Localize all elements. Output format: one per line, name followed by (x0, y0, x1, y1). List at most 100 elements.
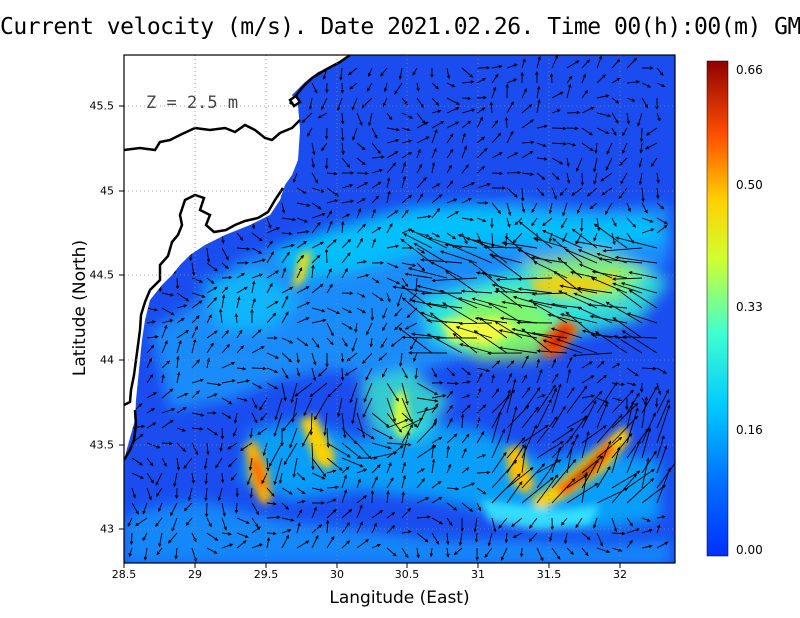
velocity-arrow (416, 468, 425, 474)
velocity-arrow (616, 288, 643, 309)
velocity-arrowhead (285, 295, 289, 300)
velocity-arrowhead (412, 71, 416, 76)
velocity-arrowhead (543, 157, 548, 161)
velocity-arrowhead (282, 427, 286, 432)
velocity-arrow (596, 532, 603, 546)
velocity-arrow (551, 359, 556, 369)
velocity-arrowhead (584, 415, 589, 419)
velocity-arrow (386, 277, 400, 285)
velocity-arrow (656, 446, 667, 474)
velocity-arrowhead (326, 444, 330, 449)
velocity-arrowhead (453, 198, 458, 202)
velocity-arrowhead (482, 271, 487, 276)
velocity-arrowhead (166, 360, 171, 365)
velocity-arrow (521, 407, 539, 429)
velocity-arrowhead (361, 434, 366, 439)
velocity-arrowhead (243, 398, 248, 402)
velocity-arrowhead (483, 147, 488, 152)
velocity-arrow (326, 322, 334, 336)
velocity-arrowhead (196, 359, 200, 364)
velocity-arrow (611, 112, 619, 124)
velocity-arrow (307, 127, 313, 137)
velocity-arrow (461, 405, 471, 414)
velocity-arrowhead (510, 360, 515, 365)
velocity-arrow (551, 142, 566, 145)
velocity-arrow (401, 127, 410, 131)
velocity-arrowhead (462, 132, 466, 137)
velocity-arrow (656, 67, 664, 76)
velocity-arrowhead (217, 382, 222, 387)
velocity-arrowhead (344, 268, 348, 272)
velocity-arrow (596, 441, 611, 474)
velocity-arrow (446, 446, 449, 459)
velocity-arrowhead (365, 171, 370, 176)
velocity-arrowhead (392, 552, 397, 557)
velocity-arrowhead (585, 552, 589, 557)
velocity-arrowhead (138, 403, 143, 407)
velocity-arrowhead (394, 265, 399, 269)
velocity-arrow (626, 217, 636, 228)
velocity-arrowhead (468, 259, 472, 264)
velocity-arrow (386, 139, 399, 144)
velocity-arrowhead (167, 539, 172, 544)
velocity-arrow (656, 382, 661, 395)
velocity-arrow (176, 393, 188, 399)
velocity-arrow (446, 517, 453, 526)
velocity-arrowhead (576, 110, 581, 115)
velocity-arrow (221, 262, 229, 269)
velocity-arrow (155, 472, 163, 486)
velocity-arrowhead (315, 344, 320, 349)
velocity-arrowhead (548, 398, 552, 403)
velocity-arrowhead (482, 77, 487, 82)
velocity-arrowhead (525, 405, 530, 409)
velocity-arrowhead (624, 488, 629, 492)
velocity-arrowhead (321, 147, 325, 152)
velocity-arrow (206, 532, 218, 541)
velocity-arrowhead (402, 161, 407, 166)
velocity-arrow (551, 547, 561, 560)
velocity-arrow (536, 187, 545, 196)
velocity-arrow (521, 151, 533, 159)
velocity-arrow (266, 352, 279, 359)
velocity-arrowhead (414, 288, 418, 293)
velocity-arrowhead (427, 515, 432, 519)
velocity-arrowhead (464, 240, 468, 245)
velocity-arrow (611, 433, 633, 459)
velocity-arrowhead (379, 168, 384, 173)
velocity-arrow (536, 157, 547, 160)
velocity-arrow (341, 466, 350, 474)
velocity-arrow (626, 469, 655, 489)
velocity-arrowhead (204, 497, 208, 502)
velocity-arrowhead (571, 192, 576, 196)
velocity-arrowhead (227, 446, 232, 450)
velocity-arrowhead (611, 277, 616, 281)
velocity-arrow (461, 414, 464, 429)
velocity-arrow (459, 532, 463, 546)
velocity-arrow (161, 360, 170, 369)
velocity-arrow (386, 210, 398, 219)
velocity-arrow (476, 502, 482, 511)
velocity-arrow (371, 442, 391, 449)
velocity-arrowhead (548, 210, 553, 215)
velocity-arrow (566, 547, 574, 555)
velocity-arrowhead (257, 526, 262, 531)
velocity-arrow (506, 406, 517, 444)
velocity-arrowhead (431, 443, 435, 448)
velocity-arrow (519, 221, 553, 249)
velocity-arrow (221, 286, 228, 294)
velocity-arrow (250, 427, 253, 438)
velocity-arrowhead (210, 342, 214, 347)
velocity-arrowhead (274, 369, 279, 373)
velocity-arrow (176, 427, 186, 432)
velocity-arrow (626, 382, 636, 386)
velocity-arrow (612, 317, 643, 339)
velocity-arrow (386, 151, 398, 159)
velocity-arrow (296, 487, 306, 495)
velocity-arrow (311, 213, 326, 219)
velocity-arrowhead (631, 98, 636, 102)
velocity-arrowhead (402, 461, 406, 466)
velocity-arrowhead (275, 270, 280, 274)
velocity-arrow (551, 327, 583, 339)
velocity-arrow (206, 427, 218, 436)
velocity-arrowhead (503, 451, 507, 456)
